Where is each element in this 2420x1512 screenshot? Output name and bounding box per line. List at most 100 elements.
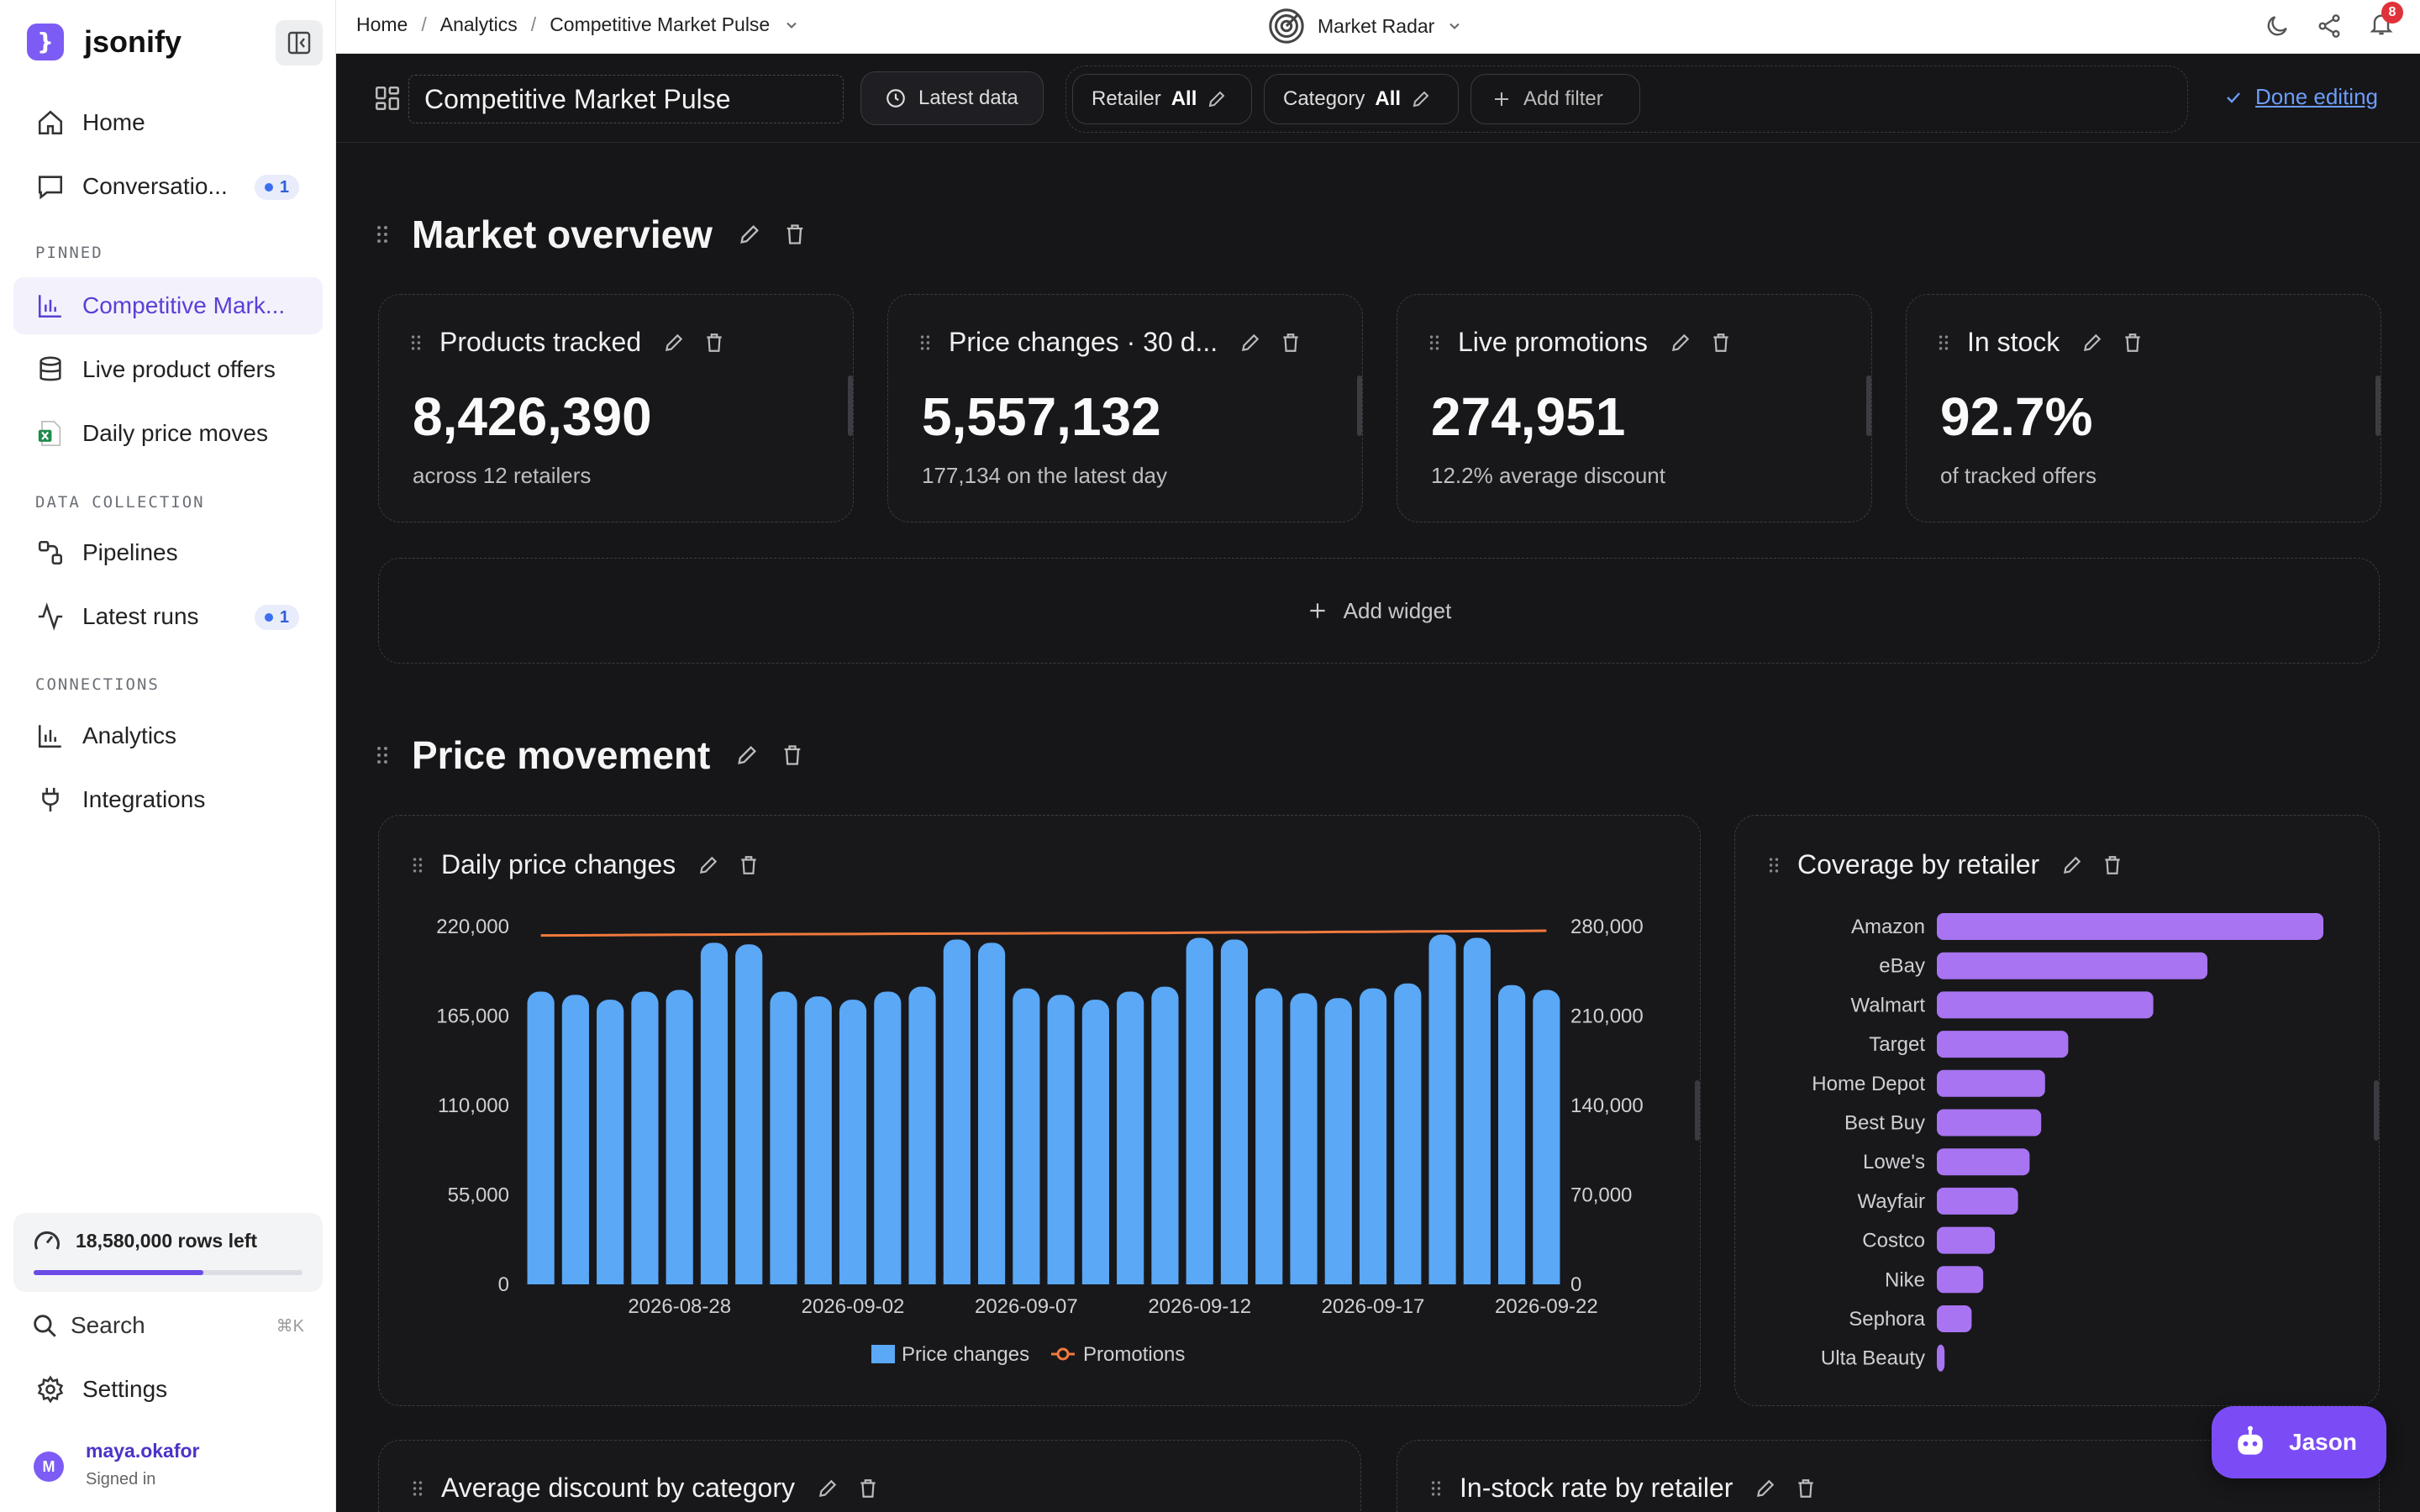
bar-price-changes[interactable] — [1047, 995, 1075, 1284]
collapse-sidebar-button[interactable] — [276, 20, 323, 66]
pencil-icon[interactable] — [817, 1478, 839, 1499]
sidebar-item-daily-price-moves[interactable]: Daily price moves — [13, 405, 323, 462]
add-widget-button[interactable]: Add widget — [378, 558, 2380, 664]
sidebar-item-conversations[interactable]: Conversatio... 1 — [13, 158, 323, 215]
bar-price-changes[interactable] — [978, 942, 1006, 1284]
bar-price-changes[interactable] — [770, 991, 797, 1284]
moon-icon[interactable] — [2264, 13, 2291, 39]
resize-handle[interactable] — [1357, 375, 1362, 436]
pencil-icon[interactable] — [1670, 332, 1691, 354]
bar-coverage[interactable] — [1937, 1187, 2018, 1215]
done-editing-button[interactable]: Done editing — [2223, 84, 2378, 110]
sidebar-item-competitive-market[interactable]: Competitive Mark... — [13, 277, 323, 334]
bar-price-changes[interactable] — [735, 944, 763, 1284]
bar-price-changes[interactable] — [839, 1000, 867, 1284]
drag-handle-icon[interactable] — [1769, 857, 1779, 874]
workspace-switcher[interactable]: Market Radar — [1267, 7, 1463, 45]
bar-coverage[interactable] — [1937, 1266, 1984, 1294]
sidebar-item-integrations[interactable]: Integrations — [13, 771, 323, 828]
trash-icon[interactable] — [703, 332, 725, 354]
bar-price-changes[interactable] — [666, 990, 693, 1284]
drag-handle-icon[interactable] — [376, 225, 388, 244]
bar-price-changes[interactable] — [804, 996, 832, 1284]
resize-handle[interactable] — [848, 375, 853, 436]
pencil-icon[interactable] — [2061, 854, 2083, 876]
bar-price-changes[interactable] — [1290, 993, 1318, 1284]
filter-retailer[interactable]: Retailer All — [1072, 74, 1252, 124]
latest-data-button[interactable]: Latest data — [860, 71, 1044, 125]
resize-handle[interactable] — [1866, 375, 1871, 436]
trash-icon[interactable] — [2122, 332, 2144, 354]
bar-coverage[interactable] — [1937, 991, 2154, 1019]
trash-icon[interactable] — [783, 223, 807, 246]
breadcrumb-analytics[interactable]: Analytics — [439, 13, 518, 35]
bar-price-changes[interactable] — [1428, 934, 1456, 1284]
bar-price-changes[interactable] — [874, 991, 902, 1284]
bar-price-changes[interactable] — [561, 995, 589, 1284]
pencil-icon[interactable] — [1239, 332, 1261, 354]
trash-icon[interactable] — [1795, 1478, 1817, 1499]
sidebar-item-settings[interactable]: Settings — [13, 1361, 323, 1418]
pencil-icon[interactable] — [663, 332, 685, 354]
bar-price-changes[interactable] — [908, 986, 936, 1284]
bar-coverage[interactable] — [1937, 1305, 1972, 1332]
notifications-button[interactable]: 8 — [2368, 2, 2403, 41]
bar-price-changes[interactable] — [1533, 990, 1560, 1284]
sidebar-item-live-product-offers[interactable]: Live product offers — [13, 341, 323, 398]
bar-coverage[interactable] — [1937, 1344, 1945, 1372]
breadcrumb-home[interactable]: Home — [356, 13, 408, 35]
search-button[interactable]: Search ⌘K — [13, 1302, 323, 1349]
filter-category[interactable]: Category All — [1264, 74, 1459, 124]
drag-handle-icon[interactable] — [413, 857, 423, 874]
bar-coverage[interactable] — [1937, 913, 2323, 940]
bar-coverage[interactable] — [1937, 1069, 2045, 1097]
assistant-button[interactable]: Jason — [2212, 1406, 2386, 1478]
bar-coverage[interactable] — [1937, 1148, 2030, 1176]
drag-handle-icon[interactable] — [413, 1480, 423, 1497]
bar-price-changes[interactable] — [1255, 988, 1283, 1284]
bar-price-changes[interactable] — [1463, 937, 1491, 1284]
bar-price-changes[interactable] — [1220, 939, 1249, 1284]
bar-price-changes[interactable] — [700, 942, 729, 1284]
drag-handle-icon[interactable] — [1431, 1480, 1441, 1497]
bar-price-changes[interactable] — [1498, 984, 1526, 1284]
trash-icon[interactable] — [2102, 854, 2123, 876]
bar-price-changes[interactable] — [1151, 986, 1179, 1284]
trash-icon[interactable] — [738, 854, 760, 876]
bar-price-changes[interactable] — [1117, 991, 1144, 1284]
pencil-icon[interactable] — [1754, 1478, 1776, 1499]
bar-coverage[interactable] — [1937, 1226, 1995, 1254]
trash-icon[interactable] — [1710, 332, 1732, 354]
chevron-down-icon[interactable] — [783, 17, 800, 34]
bar-price-changes[interactable] — [1186, 937, 1213, 1284]
bar-price-changes[interactable] — [597, 1000, 624, 1284]
resize-handle[interactable] — [2375, 375, 2381, 436]
bar-price-changes[interactable] — [527, 991, 555, 1284]
pencil-icon[interactable] — [738, 223, 761, 246]
pencil-icon[interactable] — [697, 854, 719, 876]
sidebar-item-latest-runs[interactable]: Latest runs 1 — [13, 588, 323, 645]
bar-coverage[interactable] — [1937, 1031, 2069, 1058]
bar-price-changes[interactable] — [1081, 1000, 1109, 1284]
bar-price-changes[interactable] — [631, 991, 659, 1284]
bar-price-changes[interactable] — [1394, 983, 1422, 1284]
trash-icon[interactable] — [1280, 332, 1302, 354]
pencil-icon[interactable] — [735, 743, 759, 767]
dashboard-title-input[interactable]: Competitive Market Pulse — [408, 75, 844, 123]
pencil-icon[interactable] — [2081, 332, 2103, 354]
bar-coverage[interactable] — [1937, 1109, 2042, 1137]
bar-price-changes[interactable] — [943, 939, 971, 1284]
sidebar-item-home[interactable]: Home — [13, 94, 323, 151]
trash-icon[interactable] — [781, 743, 804, 767]
drag-handle-icon[interactable] — [920, 334, 930, 351]
trash-icon[interactable] — [857, 1478, 879, 1499]
bar-price-changes[interactable] — [1359, 988, 1387, 1284]
bar-coverage[interactable] — [1937, 952, 2207, 979]
bar-price-changes[interactable] — [1324, 998, 1352, 1284]
drag-handle-icon[interactable] — [1939, 334, 1949, 351]
bar-price-changes[interactable] — [1013, 988, 1040, 1284]
add-filter-button[interactable]: Add filter — [1470, 74, 1640, 124]
sidebar-item-pipelines[interactable]: Pipelines — [13, 524, 323, 581]
sidebar-item-analytics[interactable]: Analytics — [13, 707, 323, 764]
drag-handle-icon[interactable] — [1429, 334, 1439, 351]
